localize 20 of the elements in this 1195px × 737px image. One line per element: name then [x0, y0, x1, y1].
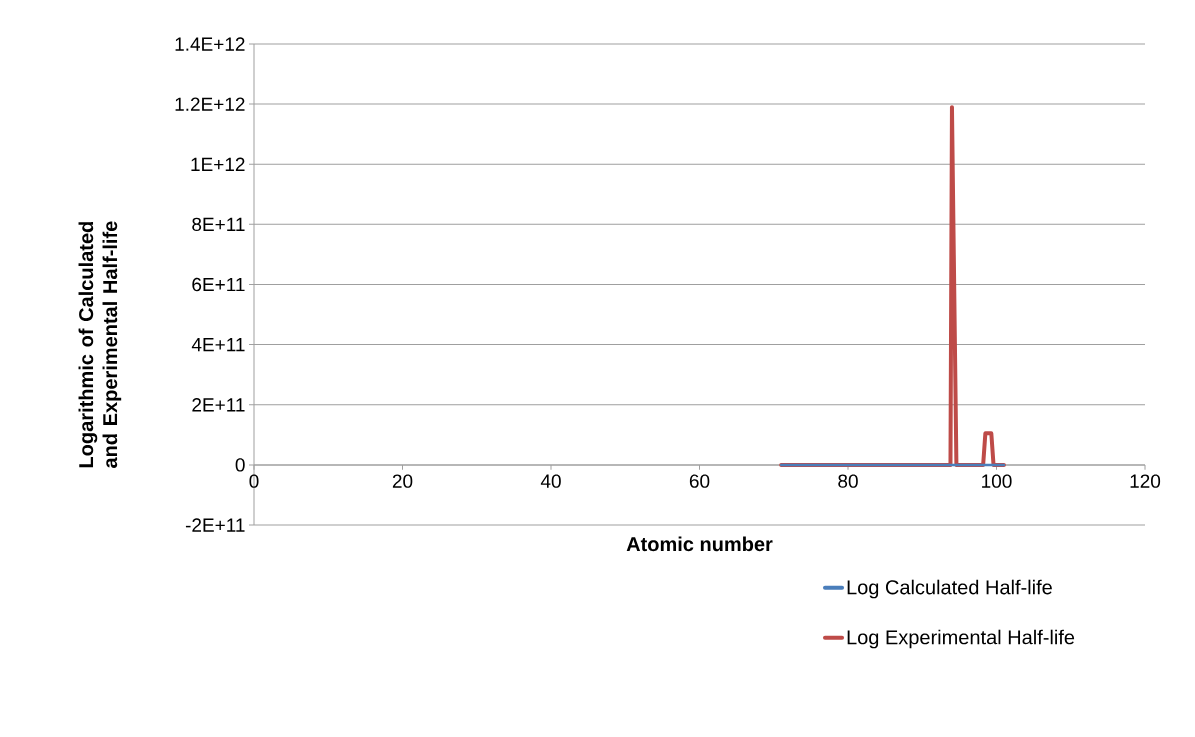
x-axis-title: Atomic number	[626, 536, 773, 552]
y-tick-label: 1.2E+12	[175, 97, 245, 111]
x-tick-label: 20	[392, 474, 413, 488]
y-tick-label: 1E+12	[191, 157, 245, 171]
y-tick-label: 4E+11	[191, 338, 245, 352]
x-tick-label: 60	[689, 474, 710, 488]
x-tick-label: 100	[982, 474, 1012, 488]
x-tick-label: 120	[1130, 474, 1161, 488]
y-tick-label: 0	[235, 458, 245, 472]
y-tick-label: 2E+11	[192, 398, 245, 412]
x-tick-label: 80	[838, 474, 858, 488]
x-tick-label: 40	[540, 474, 561, 488]
y-tick-label: 6E+11	[192, 277, 245, 292]
legend-label: Log Calculated Half-life	[847, 579, 1052, 599]
y-axis-title: Logarithmic of Calculated and Experimental Half-life	[78, 221, 122, 468]
y-tick-label: -2E+11	[185, 518, 245, 532]
y-tick-label: 1.4E+12	[175, 37, 245, 51]
legend-label: Log Experimental Half-life	[847, 629, 1075, 649]
x-tick-label: 0	[249, 474, 259, 488]
y-tick-label: 8E+11	[192, 217, 245, 232]
